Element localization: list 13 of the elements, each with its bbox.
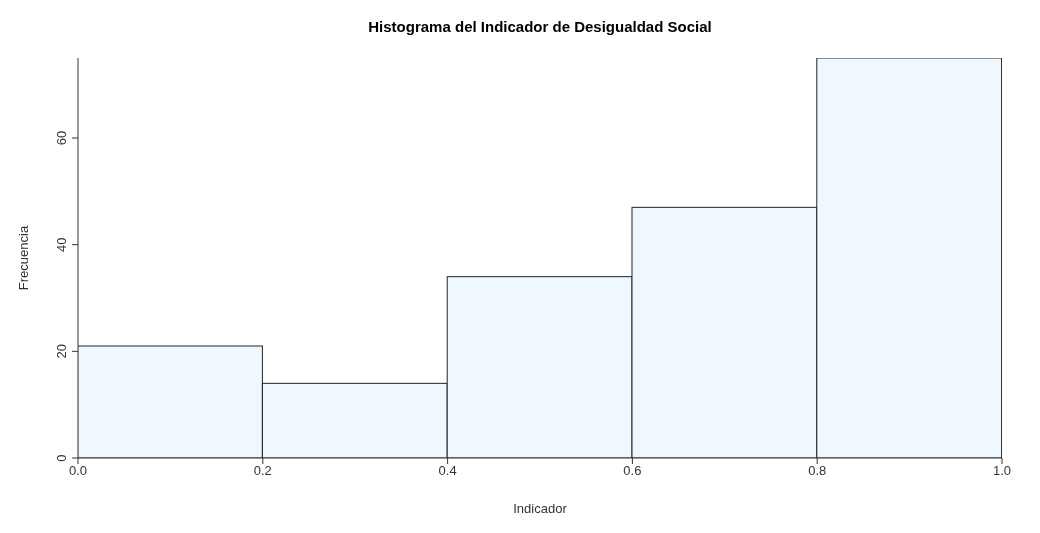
x-tick-label: 0.6: [623, 463, 642, 479]
x-tick-label: 0.8: [808, 463, 827, 479]
x-tick-label: 1.0: [992, 463, 1012, 479]
x-tick-label: 0.4: [438, 463, 457, 479]
chart-title: Histograma del Indicador de Desigualdad Social: [367, 18, 713, 35]
x-tick-label: 0.0: [68, 463, 88, 479]
x-axis-title: Indicador: [513, 501, 568, 516]
y-tick-label: 0: [54, 454, 69, 462]
y-tick-label: 60: [54, 130, 69, 146]
y-tick-label: 20: [54, 344, 69, 359]
x-tick-label: 0.2: [253, 463, 272, 479]
y-tick-label: 40: [54, 237, 69, 252]
y-axis-title: Frecuencia: [15, 225, 31, 291]
